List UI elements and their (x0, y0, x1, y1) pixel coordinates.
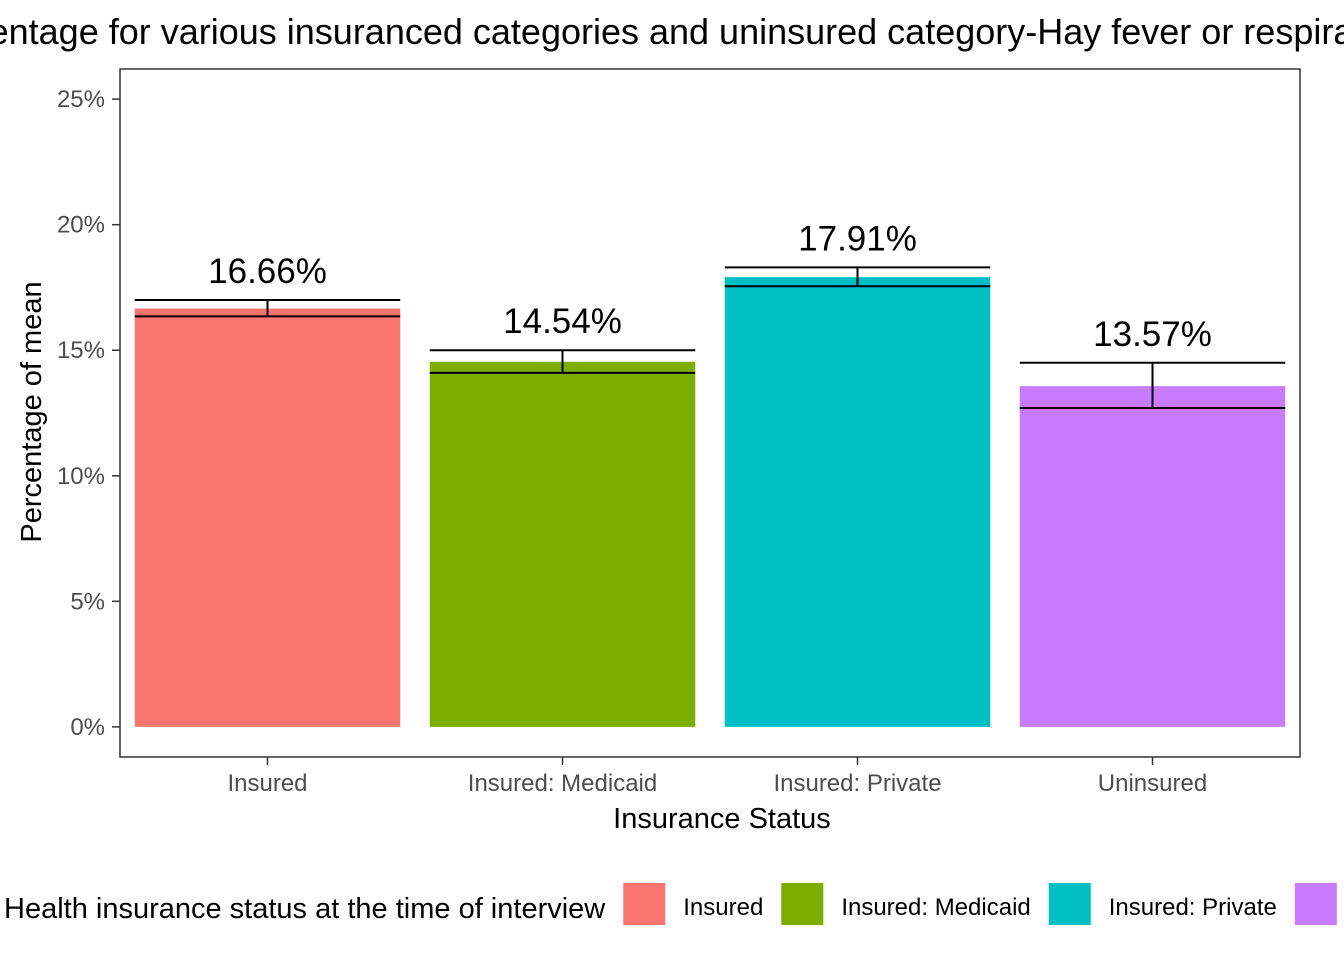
legend-label-3: Insured: Private (1109, 894, 1277, 921)
error-bar-4 (1019, 361, 1286, 409)
y-tick-label-5: 20% (57, 212, 105, 239)
x-tick-label-4: Uninsured (1098, 770, 1207, 797)
chart-title: Percentage for various insuranced catego… (0, 11, 1344, 52)
data-label-2: 14.54% (503, 302, 622, 341)
legend-label-1: Insured (683, 894, 763, 921)
y-axis-title: Percentage of mean (16, 281, 48, 542)
y-tick-label-6: 25% (57, 86, 105, 113)
error-bar-2 (429, 349, 696, 374)
y-tick-label-4: 15% (57, 337, 105, 364)
bar-1 (134, 308, 401, 727)
error-bar-1 (134, 299, 401, 318)
bar-4 (1019, 386, 1286, 727)
data-label-4: 13.57% (1093, 315, 1212, 354)
legend: Health insurance status at the time of i… (4, 883, 1337, 925)
legend-title: Health insurance status at the time of i… (4, 893, 606, 925)
data-labels-layer: 16.66% 14.54% 17.91% 13.57% (208, 219, 1212, 353)
bar-2 (429, 361, 696, 727)
data-label-1: 16.66% (208, 252, 327, 291)
bar-3 (724, 277, 991, 727)
y-tick-label-2: 5% (70, 588, 105, 615)
x-axis: Insured Insured: Medicaid Insured: Private… (227, 757, 1207, 797)
legend-key-2 (781, 883, 824, 925)
x-axis-title: Insurance Status (613, 803, 831, 835)
y-axis: 0% 5% 10% 15% 20% 25% (57, 86, 120, 741)
legend-label-2: Insured: Medicaid (841, 894, 1030, 921)
legend-key-3 (1048, 883, 1091, 925)
error-bar-3 (724, 266, 991, 288)
bars-layer (134, 277, 1286, 727)
error-bars-layer (134, 266, 1286, 409)
y-tick-label-1: 0% (70, 714, 105, 741)
legend-key-4 (1294, 883, 1337, 925)
y-tick-label-3: 10% (57, 463, 105, 490)
x-tick-label-1: Insured (227, 770, 307, 797)
x-tick-label-3: Insured: Private (773, 770, 941, 797)
x-tick-label-2: Insured: Medicaid (468, 770, 657, 797)
data-label-3: 17.91% (798, 219, 917, 258)
legend-key-1 (623, 883, 666, 925)
